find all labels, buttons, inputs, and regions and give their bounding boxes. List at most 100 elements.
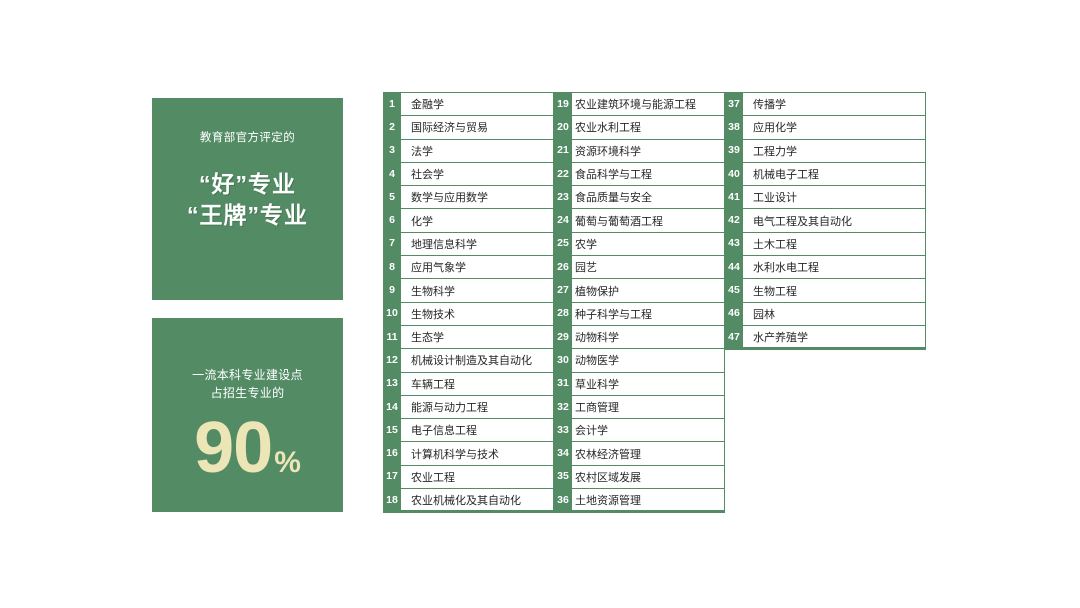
table-row[interactable]: 31 草业科学 xyxy=(554,371,725,395)
table-row[interactable]: 28 种子科学与工程 xyxy=(554,301,725,325)
table-row[interactable]: 40 机械电子工程 xyxy=(725,161,926,186)
row-major-name: 农林经济管理 xyxy=(572,442,724,465)
row-major-name: 地理信息科学 xyxy=(401,232,553,256)
table-row[interactable]: 20 农业水利工程 xyxy=(554,115,725,139)
table-row[interactable]: 2 国际经济与贸易 xyxy=(383,115,554,139)
table-row[interactable]: 34 农林经济管理 xyxy=(554,441,725,465)
table-row[interactable]: 25 农学 xyxy=(554,231,725,256)
statistic-panel-caption-line2: 占招生专业的 xyxy=(210,386,285,400)
row-index: 39 xyxy=(725,138,743,162)
table-row[interactable]: 37 传播学 xyxy=(725,92,926,116)
table-row[interactable]: 4 社会学 xyxy=(383,161,554,186)
row-index: 22 xyxy=(554,161,572,186)
row-index: 9 xyxy=(383,278,401,302)
statistic-panel-caption-line1: 一流本科专业建设点 xyxy=(192,368,303,382)
row-major-name: 资源环境科学 xyxy=(572,139,724,162)
table-row[interactable]: 7 地理信息科学 xyxy=(383,231,554,256)
row-major-name: 园林 xyxy=(743,302,925,325)
row-major-name: 农学 xyxy=(572,232,724,256)
table-row[interactable]: 41 工业设计 xyxy=(725,185,926,209)
row-index: 6 xyxy=(383,208,401,232)
row-index: 5 xyxy=(383,185,401,209)
row-index: 12 xyxy=(383,348,401,372)
table-row[interactable]: 22 食品科学与工程 xyxy=(554,161,725,186)
row-major-name: 机械设计制造及其自动化 xyxy=(401,349,553,372)
statistic-value-group: 90 % xyxy=(194,412,301,484)
row-index: 10 xyxy=(383,301,401,325)
row-major-name: 农业建筑环境与能源工程 xyxy=(572,93,724,116)
table-row[interactable]: 9 生物科学 xyxy=(383,278,554,302)
table-row[interactable]: 15 电子信息工程 xyxy=(383,418,554,442)
table-row[interactable]: 11 生态学 xyxy=(383,324,554,349)
row-major-name: 农村区域发展 xyxy=(572,465,724,489)
table-row[interactable]: 19 农业建筑环境与能源工程 xyxy=(554,92,725,116)
table-row[interactable]: 3 法学 xyxy=(383,138,554,162)
table-row[interactable]: 21 资源环境科学 xyxy=(554,138,725,162)
row-major-name: 生物技术 xyxy=(401,302,553,325)
table-row[interactable]: 1 金融学 xyxy=(383,92,554,116)
table-row[interactable]: 18 农业机械化及其自动化 xyxy=(383,488,554,512)
table-row[interactable]: 42 电气工程及其自动化 xyxy=(725,208,926,232)
row-major-name: 会计学 xyxy=(572,419,724,442)
row-major-name: 应用化学 xyxy=(743,116,925,139)
table-row[interactable]: 36 土地资源管理 xyxy=(554,488,725,512)
table-row[interactable]: 13 车辆工程 xyxy=(383,371,554,395)
table-row[interactable]: 30 动物医学 xyxy=(554,348,725,372)
row-major-name: 机械电子工程 xyxy=(743,162,925,186)
table-row[interactable]: 8 应用气象学 xyxy=(383,255,554,279)
row-index: 20 xyxy=(554,115,572,139)
table-row[interactable]: 29 动物科学 xyxy=(554,324,725,349)
row-index: 42 xyxy=(725,208,743,232)
table-row[interactable]: 32 工商管理 xyxy=(554,394,725,419)
row-major-name: 电子信息工程 xyxy=(401,419,553,442)
row-index: 33 xyxy=(554,418,572,442)
row-index: 13 xyxy=(383,371,401,395)
row-index: 30 xyxy=(554,348,572,372)
row-index: 21 xyxy=(554,138,572,162)
table-row[interactable]: 39 工程力学 xyxy=(725,138,926,162)
table-row[interactable]: 47 水产养殖学 xyxy=(725,324,926,349)
row-index: 17 xyxy=(383,464,401,489)
row-major-name: 法学 xyxy=(401,139,553,162)
row-index: 31 xyxy=(554,371,572,395)
table-row[interactable]: 43 土木工程 xyxy=(725,231,926,256)
row-major-name: 农业工程 xyxy=(401,465,553,489)
row-index: 29 xyxy=(554,324,572,349)
row-index: 19 xyxy=(554,92,572,116)
row-major-name: 植物保护 xyxy=(572,279,724,302)
major-table-column: 37 传播学 38 应用化学 39 工程力学 40 机械电子工程 41 工业设计 42 电气工程及其自… xyxy=(725,92,926,351)
row-major-name: 应用气象学 xyxy=(401,256,553,279)
major-table-column: 1 金融学 2 国际经济与贸易 3 法学 4 社会学 5 数学与应用数学 6 化学 7 地理信息科学 8 应用… xyxy=(383,92,554,514)
table-row[interactable]: 33 会计学 xyxy=(554,418,725,442)
highlight-panel-headline-line2: “王牌”专业 xyxy=(187,202,308,228)
table-row[interactable]: 44 水利水电工程 xyxy=(725,255,926,279)
row-index: 25 xyxy=(554,231,572,256)
statistic-panel: 一流本科专业建设点 占招生专业的 90 % xyxy=(152,318,343,512)
statistic-panel-caption: 一流本科专业建设点 占招生专业的 xyxy=(192,366,303,402)
row-index: 45 xyxy=(725,278,743,302)
row-index: 11 xyxy=(383,324,401,349)
table-row[interactable]: 38 应用化学 xyxy=(725,115,926,139)
row-major-name: 园艺 xyxy=(572,256,724,279)
table-row[interactable]: 23 食品质量与安全 xyxy=(554,185,725,209)
table-row[interactable]: 24 葡萄与葡萄酒工程 xyxy=(554,208,725,232)
row-major-name: 电气工程及其自动化 xyxy=(743,209,925,232)
table-row[interactable]: 26 园艺 xyxy=(554,255,725,279)
table-row[interactable]: 6 化学 xyxy=(383,208,554,232)
row-index: 7 xyxy=(383,231,401,256)
table-row[interactable]: 12 机械设计制造及其自动化 xyxy=(383,348,554,372)
table-row[interactable]: 10 生物技术 xyxy=(383,301,554,325)
row-major-name: 工商管理 xyxy=(572,395,724,419)
row-index: 2 xyxy=(383,115,401,139)
table-row[interactable]: 5 数学与应用数学 xyxy=(383,185,554,209)
table-row[interactable]: 46 园林 xyxy=(725,301,926,325)
table-row[interactable]: 16 计算机科学与技术 xyxy=(383,441,554,465)
row-index: 4 xyxy=(383,161,401,186)
table-row[interactable]: 14 能源与动力工程 xyxy=(383,394,554,419)
row-index: 46 xyxy=(725,301,743,325)
table-row[interactable]: 17 农业工程 xyxy=(383,464,554,489)
row-index: 1 xyxy=(383,92,401,116)
table-row[interactable]: 27 植物保护 xyxy=(554,278,725,302)
table-row[interactable]: 45 生物工程 xyxy=(725,278,926,302)
table-row[interactable]: 35 农村区域发展 xyxy=(554,464,725,489)
